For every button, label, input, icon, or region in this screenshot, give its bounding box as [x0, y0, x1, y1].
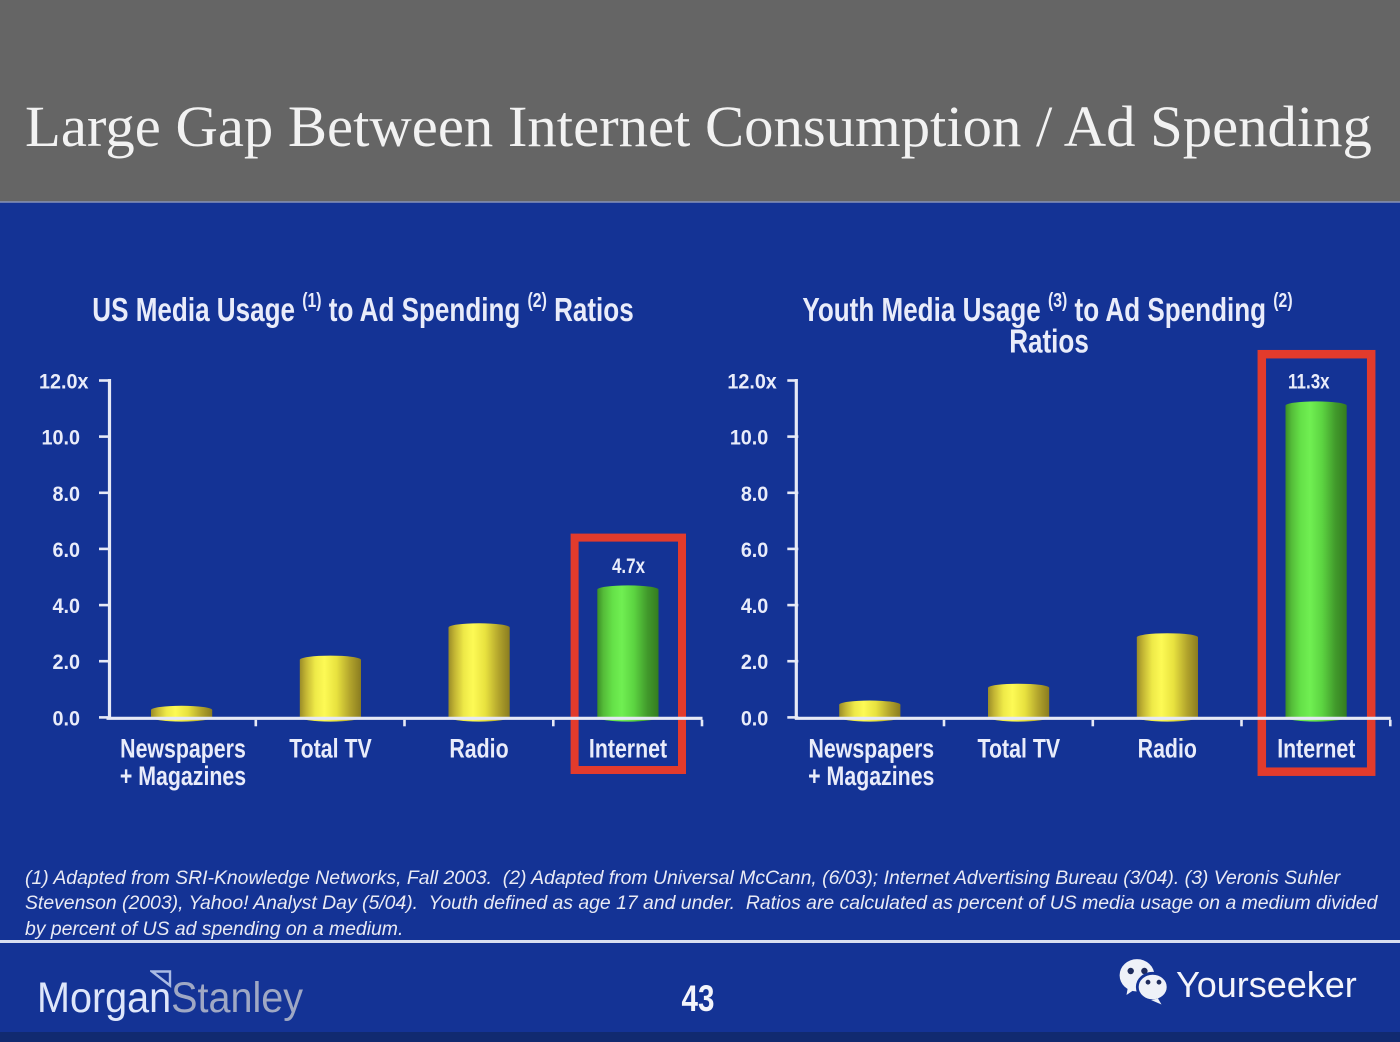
svg-text:+ Magazines: + Magazines [120, 762, 246, 792]
svg-text:4.0: 4.0 [53, 594, 80, 618]
svg-text:Newspapers: Newspapers [808, 734, 934, 764]
svg-text:US Media Usage (1) to Ad Spend: US Media Usage (1) to Ad Spending (2) Ra… [92, 289, 633, 329]
svg-text:Radio: Radio [449, 734, 508, 764]
svg-text:Youth Media Usage (3) to Ad Sp: Youth Media Usage (3) to Ad Spending (2) [802, 289, 1292, 329]
svg-text:2.0: 2.0 [53, 650, 80, 674]
svg-text:Newspapers: Newspapers [120, 734, 246, 764]
svg-text:10.0: 10.0 [42, 426, 80, 450]
svg-text:Radio: Radio [1138, 734, 1197, 764]
svg-text:0.0: 0.0 [741, 707, 768, 731]
svg-text:4.0: 4.0 [741, 594, 768, 618]
svg-text:2.0: 2.0 [741, 650, 768, 674]
svg-text:8.0: 8.0 [53, 482, 80, 506]
svg-text:12.0x: 12.0x [39, 370, 89, 394]
svg-text:10.0: 10.0 [730, 426, 768, 450]
svg-text:+ Magazines: + Magazines [808, 762, 934, 792]
svg-text:11.3x: 11.3x [1288, 370, 1330, 394]
svg-text:0.0: 0.0 [53, 707, 80, 731]
svg-text:Internet: Internet [1277, 734, 1355, 764]
svg-text:4.7x: 4.7x [612, 554, 645, 578]
svg-text:8.0: 8.0 [741, 482, 768, 506]
svg-text:6.0: 6.0 [741, 538, 768, 562]
svg-text:6.0: 6.0 [53, 538, 80, 562]
svg-text:12.0x: 12.0x [727, 370, 777, 394]
svg-text:Internet: Internet [589, 734, 667, 764]
svg-text:Total TV: Total TV [289, 734, 372, 764]
svg-text:Total TV: Total TV [978, 734, 1061, 764]
svg-text:Ratios: Ratios [1009, 324, 1089, 361]
